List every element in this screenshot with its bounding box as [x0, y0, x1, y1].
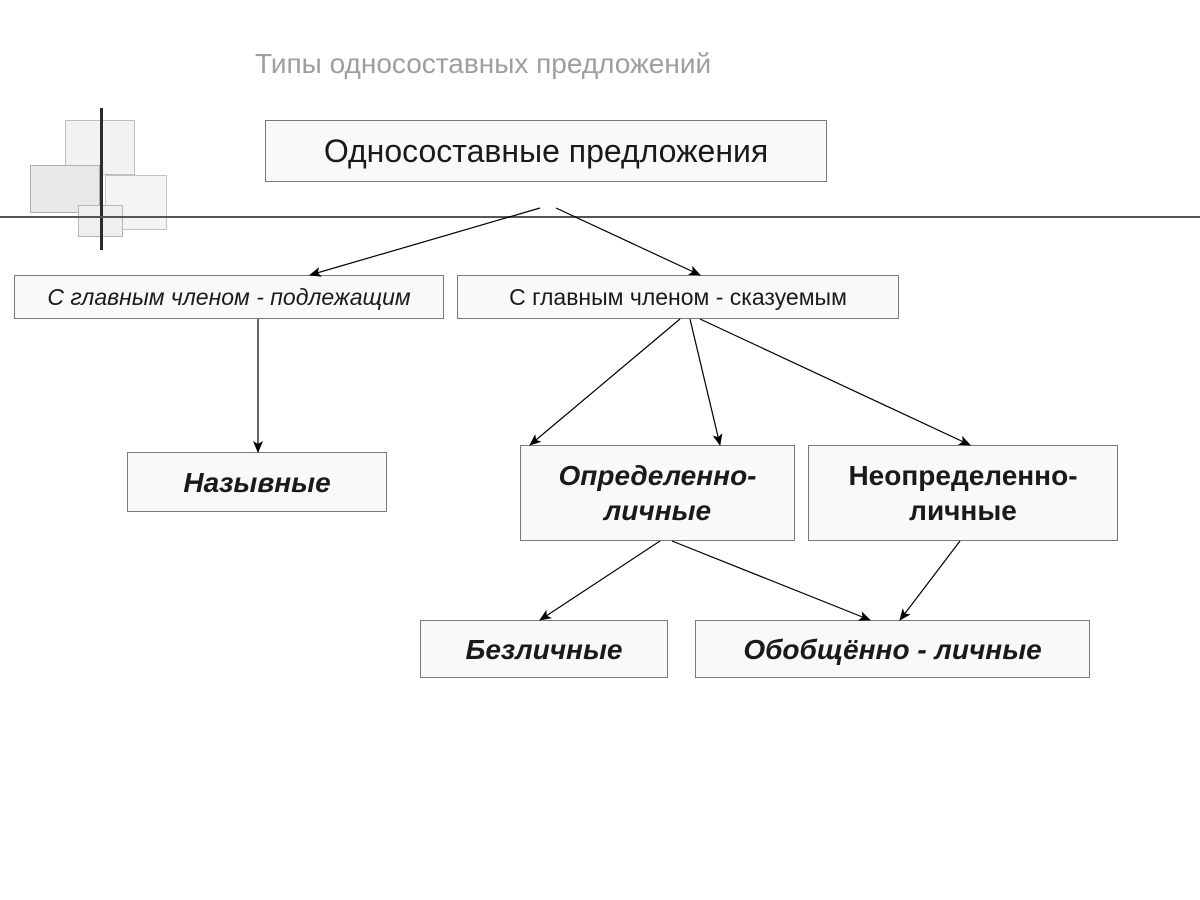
deco-vertical-line: [100, 108, 103, 250]
node-label-nom: Назывные: [183, 465, 330, 500]
node-impers: Безличные: [420, 620, 668, 678]
edge-pred-to-indef: [700, 319, 970, 445]
edge-pred-to-mid: [690, 319, 720, 445]
node-gen: Обобщённо - личные: [695, 620, 1090, 678]
node-label-pred: С главным членом - сказуемым: [509, 283, 847, 312]
edge-pred-to-def: [530, 319, 680, 445]
node-label-def: Определенно-личные: [529, 458, 786, 528]
node-label-root: Односоставные предложения: [324, 131, 768, 171]
node-pred: С главным членом - сказуемым: [457, 275, 899, 319]
edge-def-to-impers: [540, 541, 660, 620]
node-label-impers: Безличные: [466, 632, 623, 667]
edge-indef-to-gen: [900, 541, 960, 620]
node-def: Определенно-личные: [520, 445, 795, 541]
edge-root-to-pred: [556, 208, 700, 275]
node-label-gen: Обобщённо - личные: [743, 632, 1041, 667]
node-label-subj: С главным членом - подлежащим: [47, 283, 410, 312]
node-indef: Неопределенно-личные: [808, 445, 1118, 541]
edge-def-to-gen: [672, 541, 870, 620]
node-subj: С главным членом - подлежащим: [14, 275, 444, 319]
edge-root-to-subj: [310, 208, 540, 275]
node-root: Односоставные предложения: [265, 120, 827, 182]
diagram-title: Типы односоставных предложений: [255, 48, 711, 80]
node-label-indef: Неопределенно-личные: [817, 458, 1109, 528]
node-nom: Назывные: [127, 452, 387, 512]
